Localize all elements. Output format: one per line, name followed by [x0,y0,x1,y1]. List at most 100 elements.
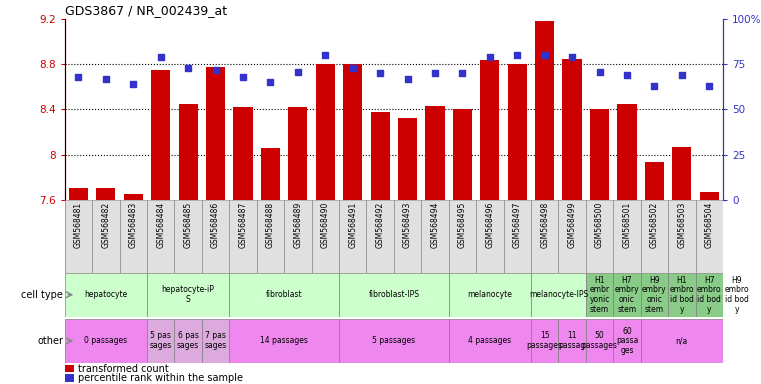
Point [291,68,304,74]
Point [703,83,715,89]
Bar [586,200,613,273]
Text: GSM568492: GSM568492 [376,202,384,248]
Text: GSM568497: GSM568497 [513,202,522,248]
Bar [147,319,174,363]
Bar [559,200,586,273]
Bar [123,194,143,200]
Bar [288,107,307,200]
Bar [504,200,531,273]
Text: H7
embro
id bod
y: H7 embro id bod y [697,276,721,314]
Text: GSM568498: GSM568498 [540,202,549,248]
Bar [696,200,723,273]
Bar [668,200,696,273]
Bar [398,118,417,200]
Bar [174,200,202,273]
Bar [65,374,75,382]
Bar [229,319,339,363]
Bar [508,64,527,200]
Text: 6 pas
sages: 6 pas sages [177,331,199,350]
Bar [229,200,256,273]
Text: transformed count: transformed count [78,364,169,374]
Bar [284,200,311,273]
Text: melanocyte: melanocyte [467,290,512,299]
Bar [449,200,476,273]
Point [100,76,112,82]
Point [127,81,139,87]
Point [594,68,606,74]
Text: H9
embry
onic
stem: H9 embry onic stem [642,276,667,314]
Text: GSM568481: GSM568481 [74,202,83,248]
Point [182,65,194,71]
Text: GSM568491: GSM568491 [349,202,357,248]
Text: fibroblast-IPS: fibroblast-IPS [368,290,419,299]
Bar [531,200,559,273]
Text: GSM568493: GSM568493 [403,202,412,248]
Bar [147,273,229,317]
Point [457,70,469,76]
Bar [65,365,75,372]
Bar [202,200,229,273]
Bar [92,200,119,273]
Text: n/a: n/a [676,336,688,345]
Bar [339,200,366,273]
Text: 14 passages: 14 passages [260,336,308,345]
Bar [449,273,531,317]
Bar [449,319,531,363]
Bar [65,273,147,317]
Text: GDS3867 / NR_002439_at: GDS3867 / NR_002439_at [65,3,227,17]
Bar [531,319,559,363]
Point [648,83,661,89]
Bar [234,107,253,200]
Bar [393,200,422,273]
Text: 60
passa
ges: 60 passa ges [616,327,638,355]
Text: 4 passages: 4 passages [468,336,511,345]
Text: percentile rank within the sample: percentile rank within the sample [78,373,243,383]
Text: GSM568482: GSM568482 [101,202,110,248]
Bar [147,200,174,273]
Text: H7
embry
onic
stem: H7 embry onic stem [615,276,639,314]
Point [484,54,496,60]
Bar [641,273,668,317]
Bar [562,59,581,200]
Text: hepatocyte: hepatocyte [84,290,127,299]
Bar [422,200,449,273]
Text: melanocyte-IPS: melanocyte-IPS [529,290,588,299]
Bar [425,106,444,200]
Text: other: other [37,336,63,346]
Point [237,74,249,80]
Text: GSM568489: GSM568489 [293,202,302,248]
Text: GSM568501: GSM568501 [622,202,632,248]
Bar [672,147,692,200]
Bar [696,273,723,317]
Bar [96,189,116,200]
Bar [617,104,636,200]
Text: GSM568496: GSM568496 [486,202,495,248]
Point [319,52,331,58]
Text: 50
passages: 50 passages [581,331,617,350]
Text: GSM568490: GSM568490 [320,202,330,248]
Bar [256,200,284,273]
Bar [476,200,504,273]
Text: GSM568504: GSM568504 [705,202,714,248]
Bar [641,319,723,363]
Bar [229,273,339,317]
Point [566,54,578,60]
Text: H1
embro
id bod
y: H1 embro id bod y [670,276,694,314]
Bar [531,273,586,317]
Bar [559,319,586,363]
Bar [480,60,499,200]
Point [346,65,358,71]
Text: GSM568495: GSM568495 [458,202,467,248]
Bar [316,64,335,200]
Bar [343,64,362,200]
Point [154,54,167,60]
Text: 15
passages: 15 passages [527,331,562,350]
Bar [339,273,449,317]
Bar [206,66,225,200]
Point [621,72,633,78]
Bar [668,273,696,317]
Bar [723,273,750,317]
Text: GSM568502: GSM568502 [650,202,659,248]
Text: 0 passages: 0 passages [84,336,127,345]
Text: GSM568487: GSM568487 [238,202,247,248]
